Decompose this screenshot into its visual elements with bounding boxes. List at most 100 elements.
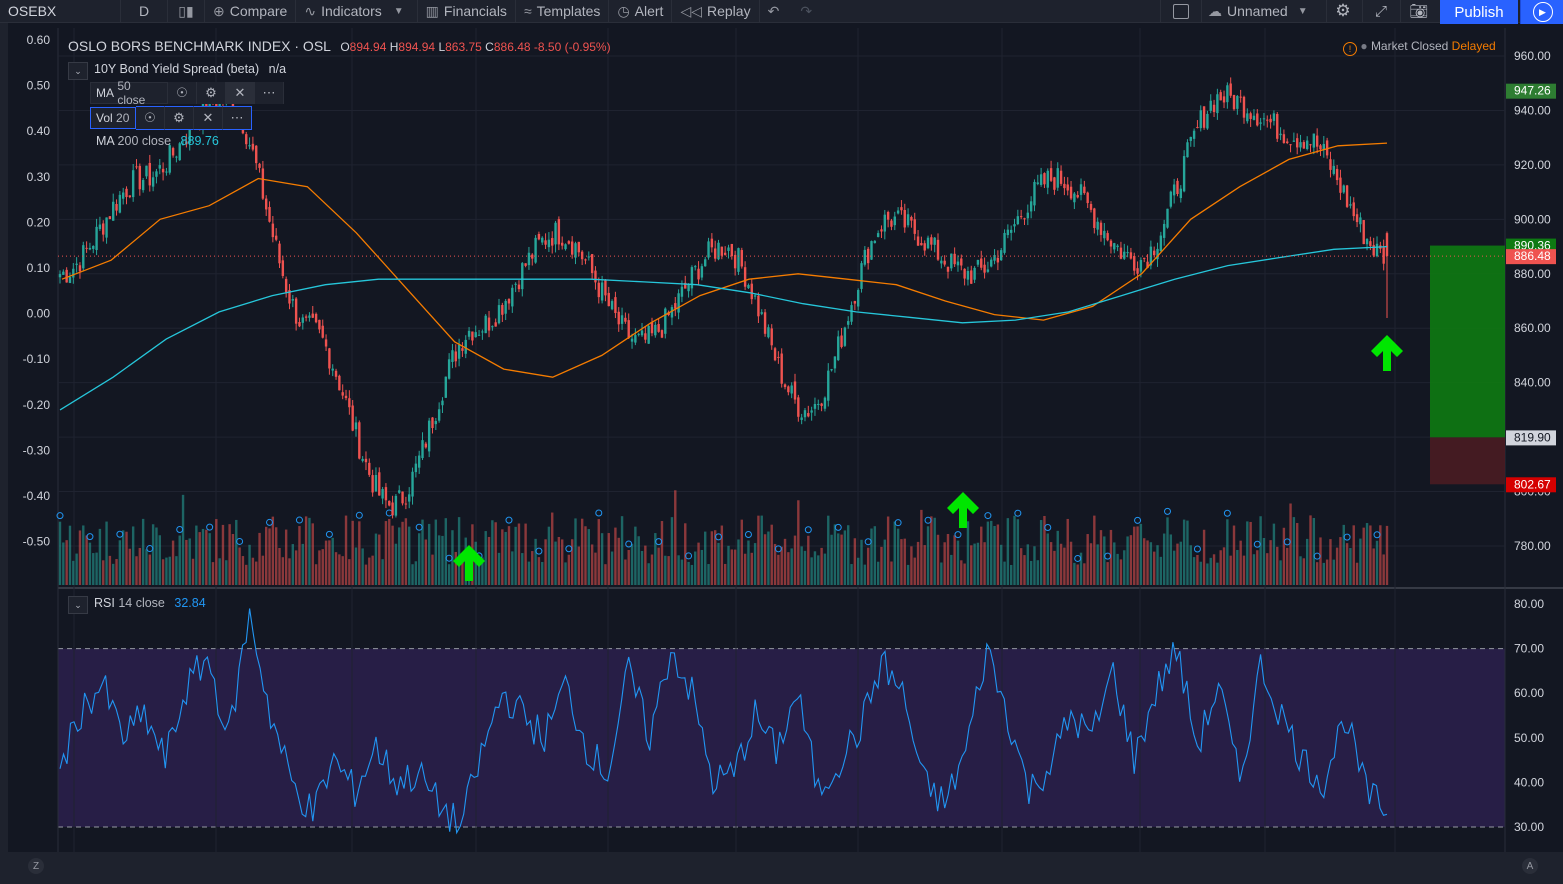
volume-bar [308, 517, 311, 585]
volume-bar [787, 552, 790, 585]
candle-body [1176, 180, 1179, 195]
volume-bar [670, 517, 674, 585]
candle-body [408, 494, 411, 502]
overlay-legend[interactable]: 10Y Bond Yield Spread (beta) n/a [94, 62, 287, 76]
ma200-legend[interactable]: MA 200 close 889.76 [96, 134, 219, 148]
candle-body [417, 455, 421, 468]
volume-ma-marker [535, 547, 543, 555]
candle-body [62, 271, 65, 275]
chart-style-button[interactable]: ▯▮ [168, 0, 205, 22]
candle-body [1305, 140, 1309, 150]
ma50-more-button[interactable]: ⋯ [255, 82, 284, 104]
volume-settings-button[interactable]: ⚙ [165, 106, 194, 130]
publish-button[interactable]: Publish [1440, 0, 1518, 24]
collapse-rsi-legend-button[interactable]: ⌄ [68, 596, 88, 614]
candle-body [634, 335, 637, 343]
volume-bar [344, 515, 348, 585]
ma50-remove-button[interactable]: ✕ [226, 82, 255, 104]
alert-button[interactable]: ◷ Alert [609, 0, 673, 22]
candle-body [670, 307, 674, 318]
ma50-legend[interactable]: MA 50 close ☉ ⚙ ✕ ⋯ [90, 79, 284, 107]
interval-button[interactable]: D [121, 0, 168, 22]
candle-body [304, 316, 308, 318]
candle-body [1192, 130, 1196, 139]
ma50-settings-button[interactable]: ⚙ [197, 82, 226, 104]
symbol-search[interactable]: OSEBX [0, 0, 121, 22]
candle-body [990, 259, 993, 267]
volume-bar [807, 535, 810, 585]
redo-button[interactable]: ↷ [792, 0, 825, 22]
volume-bar [1123, 550, 1126, 585]
templates-button[interactable]: ≈ Templates [516, 0, 610, 22]
compare-button[interactable]: ⊕ Compare [205, 0, 297, 22]
candle-body [783, 384, 787, 388]
candle-body [620, 315, 624, 324]
candle-body [820, 403, 823, 406]
volume-bar [767, 531, 770, 585]
candle-body [451, 350, 454, 362]
candle-body [883, 214, 887, 232]
candle-body [1039, 174, 1043, 185]
fullscreen-select-button[interactable] [1160, 0, 1202, 22]
zoom-icon[interactable]: Z [28, 858, 44, 874]
volume-bar [976, 542, 980, 585]
volume-bar [72, 560, 75, 585]
candle-body [454, 351, 457, 362]
volume-bar [501, 529, 504, 585]
volume-bar [404, 518, 408, 585]
volume-bar [953, 535, 956, 585]
candle-body [411, 471, 414, 497]
volume-bar [853, 538, 857, 585]
candle-body [491, 326, 494, 328]
volume-remove-button[interactable]: ✕ [194, 106, 223, 130]
candle-body [318, 319, 321, 330]
candle-body [145, 165, 148, 177]
volume-bar [341, 556, 344, 585]
financials-button[interactable]: ▥ Financials [418, 0, 516, 22]
settings-button[interactable]: ⚙ [1324, 0, 1363, 22]
volume-bar [554, 541, 557, 585]
volume-bar [121, 530, 125, 585]
candle-body [700, 266, 704, 278]
volume-bar [827, 515, 830, 585]
rsi-legend[interactable]: RSI 14 close 32.84 [94, 596, 206, 610]
candle-body [797, 397, 800, 417]
volume-bar [763, 534, 767, 585]
volume-more-button[interactable]: ⋯ [223, 106, 252, 130]
volume-visibility-button[interactable]: ☉ [136, 106, 165, 130]
volume-bar [943, 542, 946, 585]
candle-body [777, 356, 780, 358]
auto-scale-icon[interactable]: A [1522, 858, 1538, 874]
candle-body [1023, 218, 1026, 220]
candle-body [135, 166, 138, 168]
candle-body [1053, 177, 1056, 190]
candle-body [128, 195, 132, 198]
volume-bar [401, 521, 404, 585]
candle-body [640, 330, 644, 336]
publish-menu-button[interactable]: ▶ [1520, 0, 1563, 24]
ma50-visibility-button[interactable]: ☉ [168, 82, 197, 104]
candle-body [527, 252, 531, 266]
candle-body [963, 268, 966, 279]
collapse-legend-button[interactable]: ⌄ [68, 62, 88, 80]
volume-bar [1269, 540, 1272, 585]
volume-bar [783, 538, 787, 585]
volume-bar [62, 542, 65, 585]
price-axis-tick: 920.00 [1514, 158, 1551, 172]
volume-legend[interactable]: Vol 20 ☉ ⚙ ✕ ⋯ [90, 106, 252, 130]
volume-bar [1159, 556, 1163, 585]
volume-bar [424, 539, 428, 585]
candle-body [511, 287, 514, 307]
volume-bar [896, 528, 900, 585]
top-toolbar: OSEBX D ▯▮ ⊕ Compare ∿ Indicators ▼ ▥ Fi… [0, 0, 1563, 23]
replay-button[interactable]: ◁◁ Replay [672, 0, 760, 22]
candle-body [1236, 95, 1239, 109]
close-icon: ✕ [234, 85, 246, 100]
candle-body [1103, 230, 1106, 239]
volume-bar [88, 542, 92, 585]
indicators-button[interactable]: ∿ Indicators ▼ [296, 0, 418, 22]
fullscreen-button[interactable]: ⤢ [1362, 0, 1401, 22]
layout-name-button[interactable]: ☁ Unnamed ▼ [1200, 0, 1327, 22]
undo-button[interactable]: ↶ [760, 0, 793, 22]
